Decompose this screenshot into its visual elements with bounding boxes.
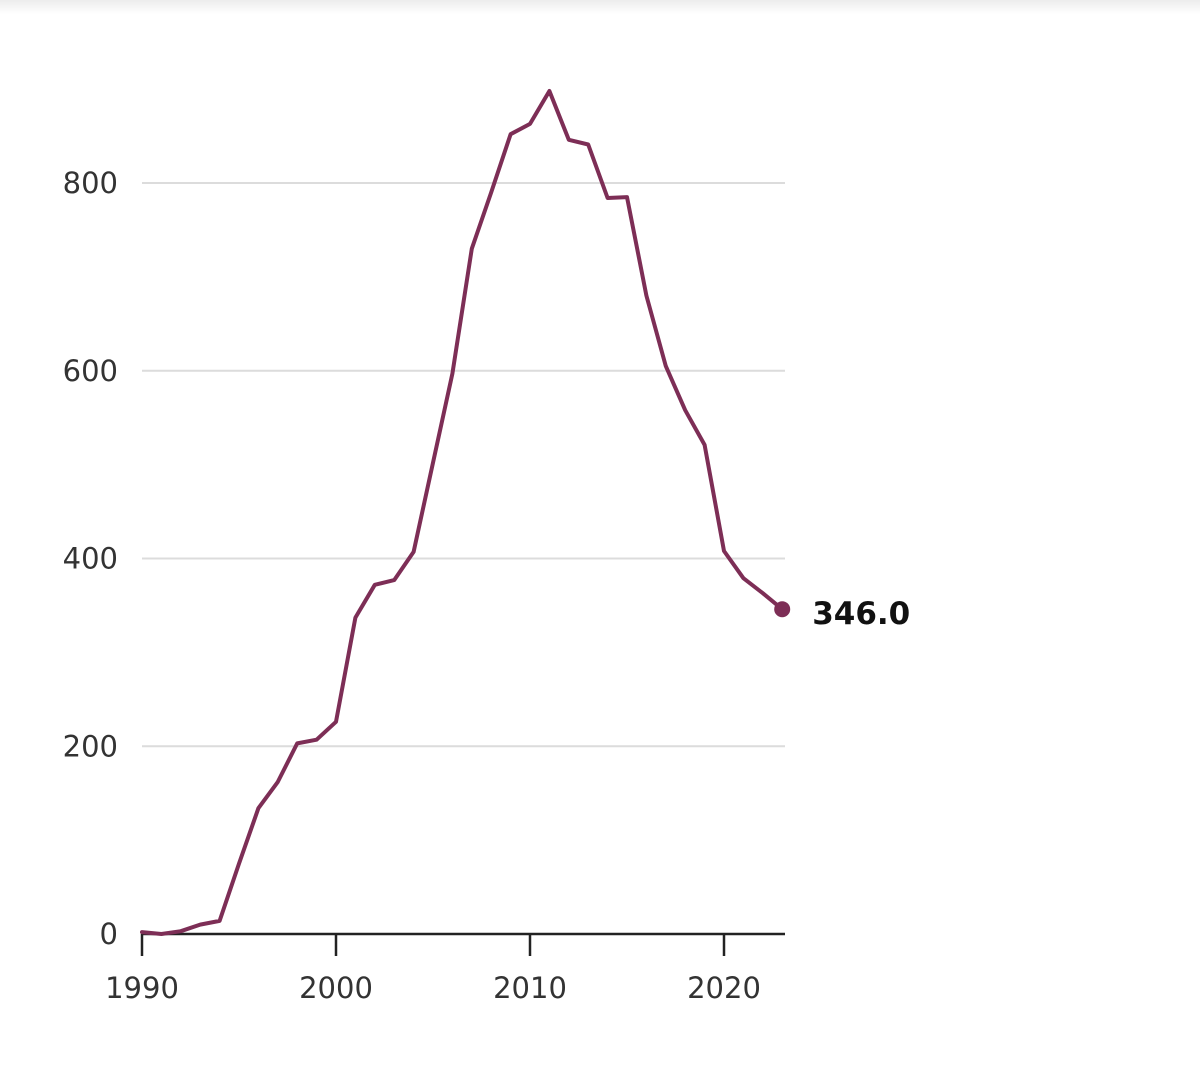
x-tick-label-2010: 2010 [493, 971, 567, 1005]
x-tick-label-2020: 2020 [687, 971, 761, 1005]
y-tick-label-600: 600 [63, 354, 118, 388]
series-layer [140, 89, 785, 936]
gridlines [142, 182, 785, 748]
y-tick-label-0: 0 [100, 917, 118, 951]
x-tick-label-1990: 1990 [105, 971, 179, 1005]
y-axis-labels: 0 200 400 600 800 [63, 166, 118, 951]
series-line [140, 89, 785, 936]
x-axis: 1990 2000 2010 2020 [105, 932, 785, 1005]
annotations: 346.0 [774, 596, 910, 632]
y-tick-label-800: 800 [63, 166, 118, 200]
header-fade [0, 0, 1200, 14]
end-value-label: 346.0 [812, 596, 910, 632]
x-tick-label-2000: 2000 [299, 971, 373, 1005]
end-point-marker [774, 601, 791, 618]
y-tick-label-400: 400 [63, 542, 118, 576]
y-tick-label-200: 200 [63, 729, 118, 763]
